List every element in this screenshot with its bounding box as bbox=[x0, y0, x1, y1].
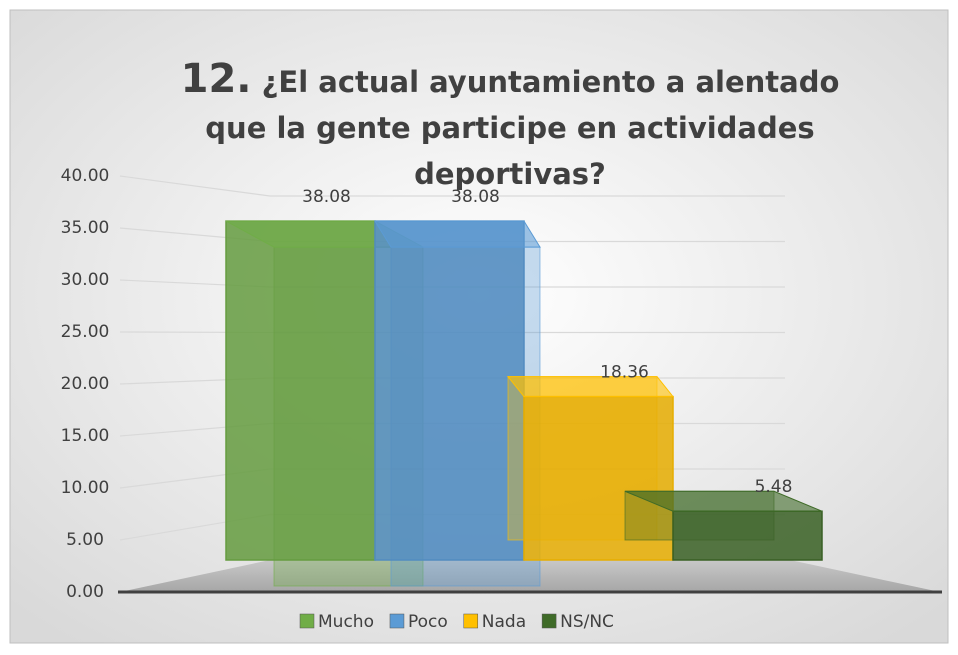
floor bbox=[120, 560, 940, 592]
y-tick-label: 35.00 bbox=[61, 218, 110, 238]
y-tick-label: 25.00 bbox=[61, 322, 110, 342]
bar-top bbox=[506, 376, 675, 398]
value-label: 38.08 bbox=[302, 187, 351, 207]
y-tick-label: 20.00 bbox=[61, 374, 110, 394]
title-number: 12. bbox=[180, 56, 252, 102]
bar bbox=[672, 510, 823, 561]
legend-swatch bbox=[541, 613, 557, 629]
value-label: 5.48 bbox=[755, 477, 793, 497]
bar bbox=[225, 220, 376, 561]
y-tick-label: 40.00 bbox=[61, 166, 110, 186]
legend-label: Poco bbox=[408, 612, 448, 632]
legend-label: Nada bbox=[482, 612, 526, 632]
legend-label: NS/NC bbox=[560, 612, 614, 632]
bar-top bbox=[624, 490, 823, 512]
legend-swatch bbox=[463, 613, 479, 629]
y-tick-label: 5.00 bbox=[66, 530, 104, 550]
chart-title: 12. ¿El actual ayuntamiento a alentado q… bbox=[150, 56, 870, 197]
value-label: 38.08 bbox=[451, 187, 500, 207]
bar bbox=[523, 395, 674, 561]
bar-top bbox=[374, 220, 541, 248]
legend-label: Mucho bbox=[318, 612, 374, 632]
legend-swatch bbox=[389, 613, 405, 629]
grid-line bbox=[119, 175, 785, 197]
y-tick-label: 10.00 bbox=[61, 478, 110, 498]
y-tick-label: 30.00 bbox=[61, 270, 110, 290]
legend-swatch bbox=[299, 613, 315, 629]
value-label: 18.36 bbox=[600, 363, 649, 383]
y-tick-label: 15.00 bbox=[61, 426, 110, 446]
bar bbox=[374, 220, 525, 561]
y-tick-label: 0.00 bbox=[66, 582, 104, 602]
title-text: ¿El actual ayuntamiento a alentado que l… bbox=[205, 65, 840, 191]
